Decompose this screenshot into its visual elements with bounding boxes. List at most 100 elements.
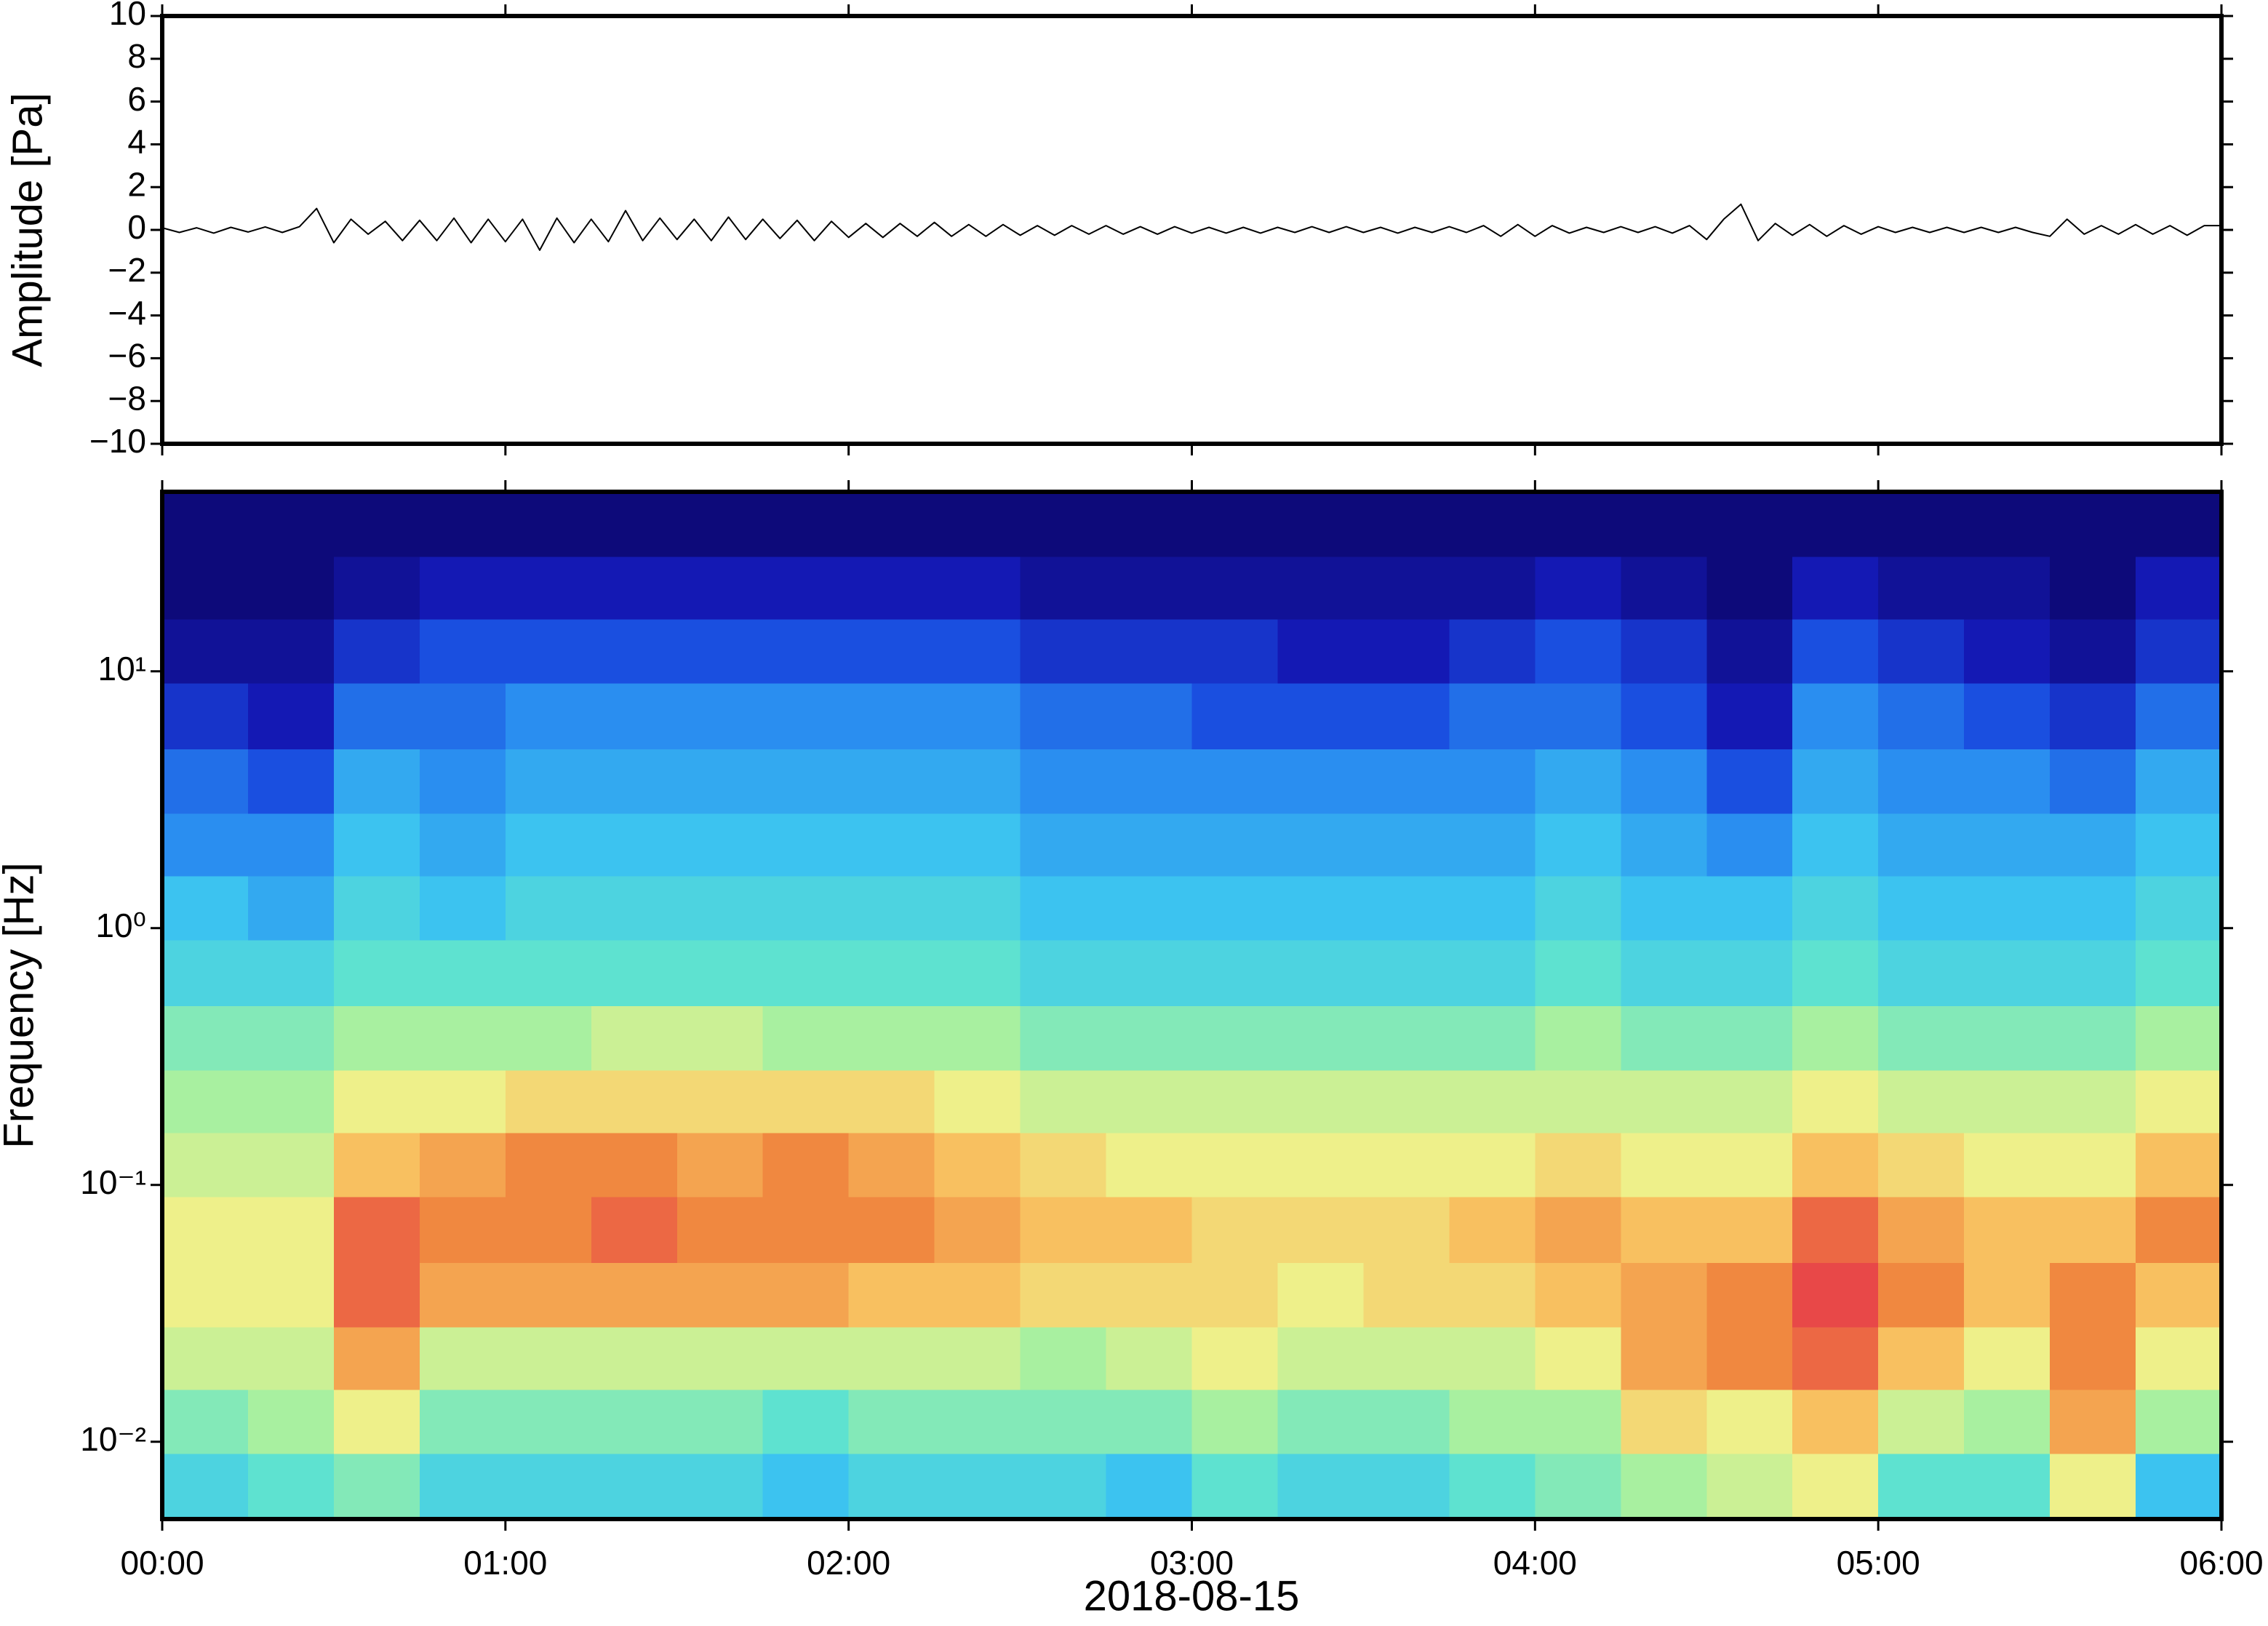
spectrogram-cell	[1106, 618, 1193, 684]
spectrogram-cell	[762, 492, 850, 557]
spectrogram-cell	[2050, 875, 2136, 941]
spectrogram-cell	[162, 618, 249, 684]
spectrogram-cell	[2136, 1326, 2222, 1390]
spectrogram-cell	[1277, 618, 1365, 684]
spectrogram-cell	[247, 618, 335, 684]
spectrogram-cell	[333, 1262, 420, 1328]
spectrogram-cell	[848, 1069, 935, 1133]
spectrogram-cell	[1277, 682, 1365, 749]
spectrogram-cell	[1706, 939, 1794, 1006]
spectrogram-cell	[591, 875, 678, 941]
spectrogram-cell	[676, 1326, 764, 1390]
y-tick-label: 10⁻¹	[80, 1163, 146, 1201]
spectrogram-cell	[762, 939, 850, 1006]
y-tick-label: 10⁻²	[80, 1420, 146, 1458]
spectrogram-cell	[1277, 492, 1365, 557]
spectrogram-cell	[1964, 939, 2051, 1006]
spectrogram-cell	[1964, 875, 2051, 941]
spectrogram-cell	[1792, 1262, 1879, 1328]
spectrogram-cell	[1363, 1132, 1450, 1197]
spectrogram-cell	[1106, 1453, 1193, 1520]
spectrogram-cell	[1964, 1326, 2051, 1390]
spectrogram-cell	[505, 618, 592, 684]
spectrogram-cell	[1363, 618, 1450, 684]
spectrogram-cell	[333, 492, 420, 557]
spectrogram-cell	[1363, 1453, 1450, 1520]
spectrogram-cell	[1792, 1453, 1879, 1520]
spectrogram-cell	[419, 875, 506, 941]
x-tick-label: 02:00	[807, 1544, 890, 1582]
y-tick-label: 6	[127, 80, 146, 118]
spectrogram-cell	[2050, 1196, 2136, 1263]
spectrogram-cell	[1706, 875, 1794, 941]
spectrogram-cell	[591, 1389, 678, 1454]
spectrogram-cell	[1792, 1132, 1879, 1197]
y-tick-label: 2	[127, 165, 146, 203]
spectrogram-cell	[162, 1005, 249, 1071]
spectrogram-cell	[247, 1005, 335, 1071]
spectrogram-cell	[1191, 749, 1279, 814]
spectrogram-cell	[1964, 1389, 2051, 1454]
spectrogram-cell	[1106, 1389, 1193, 1454]
spectrogram-cell	[1363, 939, 1450, 1006]
spectrogram-cell	[934, 1326, 1021, 1390]
spectrogram-cell	[934, 1132, 1021, 1197]
spectrogram-cell	[1535, 682, 1622, 749]
spectrogram-cell	[676, 1005, 764, 1071]
spectrogram-cell	[1621, 1132, 1708, 1197]
spectrogram-cell	[1792, 813, 1879, 877]
spectrogram-cell	[2136, 813, 2222, 877]
spectrogram-cell	[505, 813, 592, 877]
spectrogram-cell	[1621, 1326, 1708, 1390]
spectrogram-cell	[2136, 1262, 2222, 1328]
spectrogram-cell	[934, 1389, 1021, 1454]
spectrogram-cell	[934, 682, 1021, 749]
spectrogram-cell	[1964, 682, 2051, 749]
spectrogram-cell	[1277, 1005, 1365, 1071]
spectrogram-cell	[1106, 556, 1193, 620]
spectrogram-cell	[1020, 875, 1107, 941]
spectrogram-cell	[1363, 556, 1450, 620]
spectrogram-cell	[591, 618, 678, 684]
spectrogram-cell	[333, 875, 420, 941]
spectrogram-cell	[1277, 1196, 1365, 1263]
spectrogram-cell	[1277, 556, 1365, 620]
y-tick-label: 8	[127, 37, 146, 75]
spectrogram-cell	[676, 1196, 764, 1263]
spectrogram-cell	[762, 1132, 850, 1197]
spectrogram-cell	[1020, 618, 1107, 684]
spectrogram-cell	[762, 1453, 850, 1520]
spectrogram-cell	[762, 1069, 850, 1133]
spectrogram-cell	[2050, 492, 2136, 557]
spectrogram-cell	[591, 492, 678, 557]
spectrogram-cell	[1792, 875, 1879, 941]
spectrogram-cell	[1363, 1069, 1450, 1133]
spectrogram-cell	[247, 939, 335, 1006]
spectrogram-cell	[162, 1069, 249, 1133]
spectrogram-cell	[1277, 749, 1365, 814]
spectrogram-cell	[1535, 618, 1622, 684]
spectrogram-cell	[848, 682, 935, 749]
spectrogram-cell	[1621, 939, 1708, 1006]
spectrogram-cell	[676, 1453, 764, 1520]
spectrogram-cell	[1363, 749, 1450, 814]
spectrogram-cell	[591, 1453, 678, 1520]
spectrogram-cell	[1878, 1005, 1965, 1071]
spectrogram-cell	[762, 682, 850, 749]
spectrogram-cell	[1706, 1326, 1794, 1390]
spectrogram-cell	[591, 1069, 678, 1133]
spectrogram-cell	[676, 1389, 764, 1454]
spectrogram-cell	[2136, 492, 2222, 557]
spectrogram-cell	[1535, 1389, 1622, 1454]
spectrogram-cell	[848, 1005, 935, 1071]
spectrogram-cell	[505, 939, 592, 1006]
spectrogram-cell	[2050, 1389, 2136, 1454]
spectrogram-cell	[2136, 618, 2222, 684]
spectrogram-cell	[1363, 1005, 1450, 1071]
spectrogram-cell	[419, 1453, 506, 1520]
marks	[161, 203, 2222, 1520]
y-tick-label: 4	[127, 123, 146, 161]
spectrogram-cell	[1792, 492, 1879, 557]
spectrogram-cell	[2050, 1069, 2136, 1133]
spectrogram-cell	[333, 1132, 420, 1197]
